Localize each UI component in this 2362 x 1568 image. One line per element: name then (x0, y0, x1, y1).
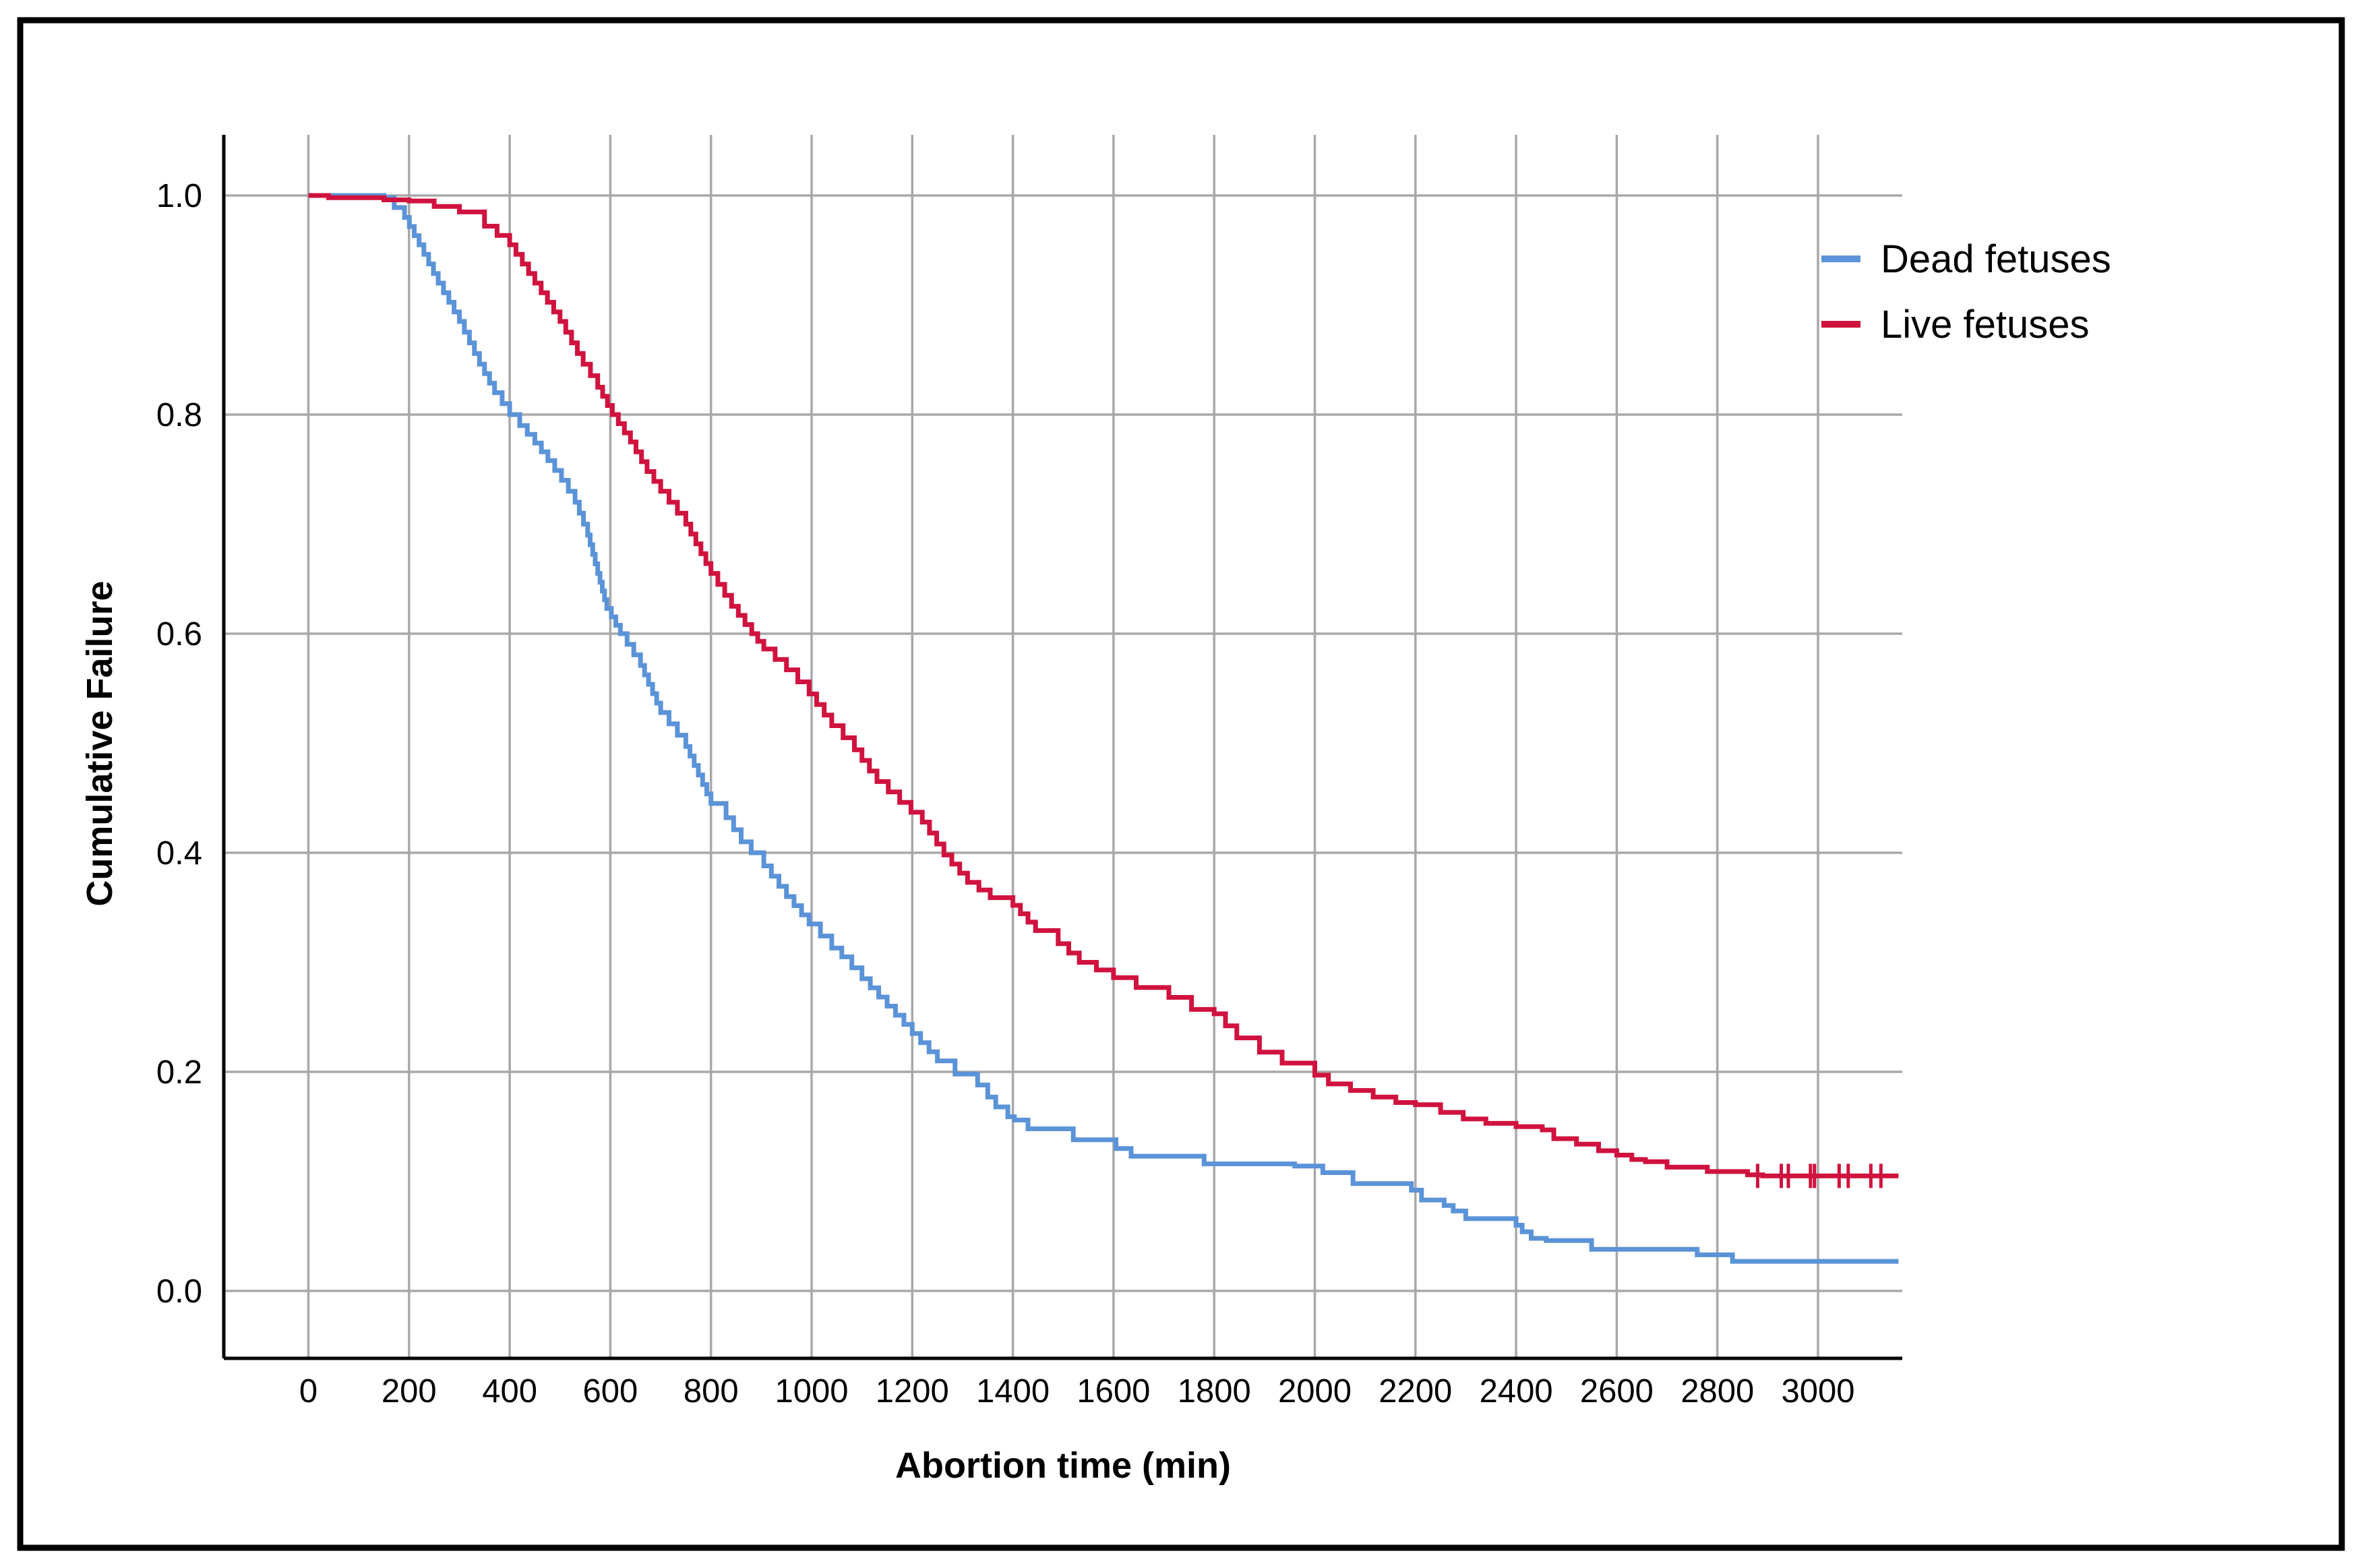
x-tick-label: 3000 (1781, 1373, 1854, 1410)
x-tick-label: 1200 (876, 1373, 949, 1410)
x-tick-label: 2400 (1480, 1373, 1553, 1410)
legend-label-dead-fetuses: Dead fetuses (1881, 237, 2111, 281)
gridlines (224, 135, 1902, 1358)
x-tick-label: 2600 (1580, 1373, 1654, 1410)
y-tick-label: 0.2 (156, 1054, 202, 1091)
y-tick-label: 0.0 (156, 1273, 202, 1310)
figure-border (17, 17, 2345, 1551)
x-tick-label: 2000 (1278, 1373, 1352, 1410)
x-tick-label: 1800 (1178, 1373, 1251, 1410)
x-tick-label: 2200 (1379, 1373, 1452, 1410)
y-tick-label: 0.8 (156, 397, 202, 433)
x-tick-label: 200 (382, 1373, 437, 1410)
censor-marks (1755, 1164, 1883, 1188)
y-tick-label: 0.6 (156, 616, 202, 653)
y-tick-label: 1.0 (156, 178, 202, 214)
x-tick-label: 800 (684, 1373, 739, 1410)
y-tick-label: 0.4 (156, 835, 202, 872)
x-tick-label: 0 (299, 1373, 317, 1410)
live-fetuses-curve (308, 193, 1899, 1178)
x-tick-label: 1600 (1077, 1373, 1150, 1410)
x-tick-label: 400 (482, 1373, 537, 1410)
x-tick-label: 600 (583, 1373, 638, 1410)
dead-fetuses-curve (308, 193, 1899, 1264)
legend-label-live-fetuses: Live fetuses (1881, 303, 2090, 346)
legend: Dead fetuses Live fetuses (1821, 237, 2111, 346)
x-axis-title: Abortion time (min) (895, 1445, 1231, 1486)
y-axis-title: Cumulative Failure (80, 580, 120, 906)
x-tick-label: 1000 (775, 1373, 848, 1410)
x-tick-label: 1400 (976, 1373, 1050, 1410)
x-tick-label: 2800 (1680, 1373, 1754, 1410)
